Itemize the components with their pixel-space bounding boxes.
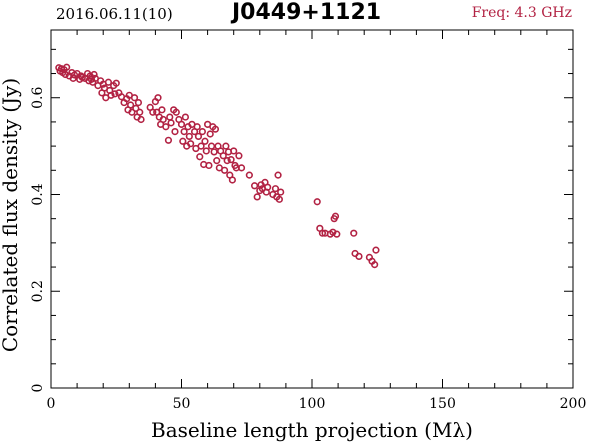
data-point [197, 142, 205, 150]
tick-labels: 0 50 100 150 200 0 0.2 0.4 0.6 [30, 87, 586, 412]
data-point [166, 113, 174, 121]
x-tick-label: 150 [429, 396, 456, 412]
x-tick-label: 0 [47, 396, 56, 412]
x-tick-label: 200 [560, 396, 587, 412]
data-point [194, 132, 203, 141]
data-point [164, 136, 173, 144]
data-point [177, 120, 186, 128]
data-point [90, 70, 98, 79]
data-point [211, 125, 220, 133]
data-point [69, 74, 77, 82]
data-point [245, 171, 253, 179]
observation-date: 2016.06.11(10) [56, 5, 173, 23]
data-point [181, 113, 190, 121]
data-point [250, 182, 259, 190]
data-point [372, 246, 380, 254]
data-point [331, 212, 340, 220]
data-point [154, 94, 162, 102]
data-point [179, 137, 187, 145]
data-point [171, 127, 179, 136]
data-point [355, 252, 363, 261]
data-point [136, 108, 144, 116]
data-point [167, 119, 175, 127]
data-point [313, 198, 321, 206]
data-point [112, 79, 120, 87]
data-point [275, 195, 283, 203]
y-tick-label: 0.4 [30, 183, 46, 205]
data-point [172, 108, 180, 116]
data-point [201, 137, 209, 145]
data-point [237, 164, 246, 172]
y-tick-label: 0.2 [30, 280, 46, 302]
data-point [185, 132, 193, 141]
data-point [318, 229, 327, 237]
data-point [271, 185, 280, 193]
data-point [333, 230, 341, 238]
data-point [219, 152, 227, 160]
data-point [61, 70, 69, 79]
data-point [227, 156, 235, 164]
data-point [198, 127, 206, 136]
data-point [132, 104, 140, 112]
y-axis-label: Correlated flux density (Jy) [0, 78, 22, 352]
y-tick-label: 0.6 [30, 87, 46, 109]
data-point [134, 98, 143, 107]
data-point [207, 142, 216, 150]
data-point [187, 140, 195, 148]
data-point [223, 157, 231, 165]
data-point [222, 142, 230, 150]
data-point [128, 108, 136, 116]
data-point [180, 127, 188, 136]
x-tick-label: 50 [173, 396, 191, 412]
y-tick-label: 0 [30, 384, 46, 393]
data-point [253, 193, 261, 201]
data-point [107, 91, 115, 99]
data-point [137, 115, 145, 124]
data-point [205, 161, 213, 170]
data-point [202, 147, 210, 155]
data-point [162, 123, 170, 131]
data-point [130, 94, 139, 102]
data-point [235, 152, 243, 160]
data-point [277, 188, 285, 196]
x-tick-label: 100 [299, 396, 326, 412]
frequency-label: Freq: 4.3 GHz [471, 5, 572, 21]
data-point [193, 123, 201, 131]
x-axis-label: Baseline length projection (Mλ) [151, 418, 473, 442]
data-point [206, 130, 214, 138]
data-point [104, 78, 113, 86]
data-point [264, 183, 272, 191]
data-point [220, 166, 229, 174]
data-point [230, 147, 238, 155]
chart-title: J0449+1121 [232, 0, 382, 25]
data-point [158, 106, 166, 114]
data-point [196, 153, 204, 161]
data-point [210, 148, 218, 156]
data-point [127, 101, 135, 109]
data-point [350, 229, 358, 237]
data-point [149, 108, 157, 116]
plot-frame [50, 29, 574, 389]
axis-ticks [50, 30, 574, 389]
data-point [159, 115, 167, 124]
data-point [371, 261, 379, 269]
data-points [55, 63, 380, 269]
data-point [228, 176, 236, 184]
data-point [111, 90, 119, 98]
data-point [274, 171, 282, 179]
data-point [63, 63, 71, 71]
data-point [213, 157, 221, 165]
